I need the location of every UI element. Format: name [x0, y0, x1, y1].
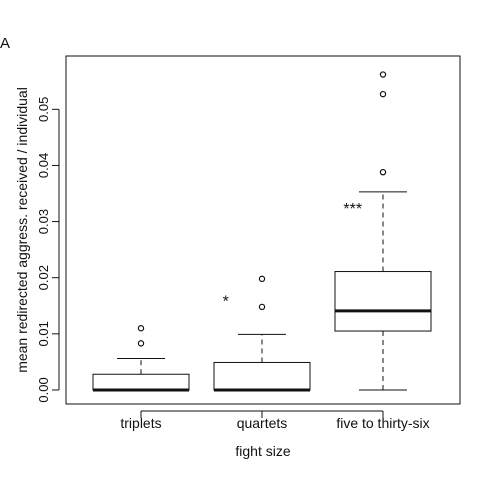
- x-tick-label: triplets: [120, 415, 161, 431]
- x-axis: triplets quartets five to thirty-six: [120, 410, 430, 431]
- iqr-box: [213, 361, 311, 391]
- outlier-point: [258, 303, 266, 311]
- outlier-point: [258, 275, 266, 283]
- y-axis-title: mean redirected aggress. received / indi…: [14, 87, 30, 373]
- y-tick-label: 0.05: [36, 97, 51, 122]
- outlier-point: [379, 71, 387, 78]
- significance-marker: ***: [343, 201, 362, 218]
- y-tick-label: 0.00: [36, 377, 51, 402]
- iqr-box: [334, 271, 432, 332]
- y-tick-label: 0.02: [36, 265, 51, 290]
- outlier-point: [137, 340, 145, 347]
- y-tick-label: 0.01: [36, 321, 51, 346]
- y-tick-label: 0.04: [36, 153, 51, 178]
- plot-frame: [65, 55, 461, 405]
- outlier-point: [379, 168, 387, 176]
- outlier-point: [137, 325, 145, 332]
- y-tick-label: 0.03: [36, 209, 51, 234]
- x-axis-title: fight size: [235, 443, 290, 459]
- boxplot-3: [334, 71, 432, 391]
- significance-annotations: ****: [223, 201, 363, 311]
- boxplot-1: [92, 325, 190, 392]
- x-tick-label: five to thirty-six: [336, 415, 429, 431]
- boxplot-2: [213, 275, 311, 392]
- iqr-box: [92, 373, 190, 391]
- significance-marker: *: [223, 293, 229, 310]
- panel-label: A: [0, 35, 10, 52]
- outlier-point: [379, 90, 387, 98]
- boxplots: [92, 71, 432, 392]
- y-axis: 0.00 0.01 0.02 0.03 0.04 0.05: [36, 97, 60, 403]
- x-tick-label: quartets: [237, 415, 288, 431]
